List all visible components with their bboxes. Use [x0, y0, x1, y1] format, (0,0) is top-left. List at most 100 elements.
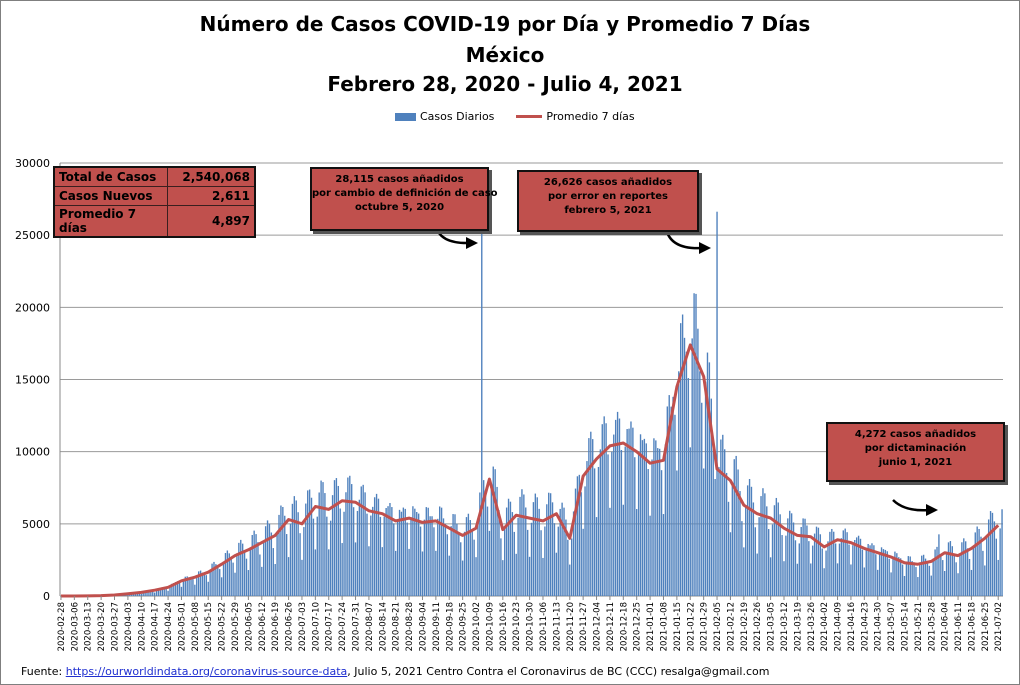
bar-daily-cases: [542, 557, 544, 596]
x-tick-label: 2021-02-26: [753, 602, 763, 651]
source-footer: Fuente: https://ourworldindata.org/coron…: [21, 665, 769, 678]
bar-daily-cases: [205, 575, 208, 596]
bar-daily-cases: [417, 513, 420, 596]
bar-daily-cases: [961, 542, 963, 596]
bar-daily-cases: [521, 489, 523, 596]
x-tick-label: 2020-12-25: [633, 602, 643, 651]
bar-daily-cases: [203, 572, 206, 596]
bar-daily-cases: [178, 582, 181, 596]
bar-daily-cases: [152, 590, 154, 596]
bar-daily-cases: [385, 508, 387, 596]
bar-daily-cases: [352, 507, 355, 596]
bar-daily-cases: [880, 547, 883, 596]
bar-daily-cases: [404, 508, 406, 596]
bar-daily-cases: [435, 550, 437, 596]
bar-daily-cases: [540, 530, 542, 596]
x-tick-label: 2020-10-30: [526, 602, 536, 651]
bar-daily-cases: [142, 592, 144, 596]
footer-prefix: Fuente:: [21, 665, 66, 678]
bar-daily-cases: [957, 573, 959, 596]
bar-daily-cases: [729, 532, 732, 596]
bar-daily-cases: [234, 572, 236, 596]
bar-daily-cases: [884, 549, 887, 596]
y-tick-label: 30000: [15, 157, 50, 170]
bar-daily-cases: [769, 557, 772, 596]
bar-daily-cases: [383, 516, 385, 596]
x-tick-label: 2020-06-19: [271, 602, 281, 651]
bar-daily-cases: [561, 502, 563, 596]
bar-daily-cases: [305, 503, 307, 596]
bar-daily-cases: [567, 539, 569, 596]
x-tick-label: 2020-07-24: [338, 602, 348, 651]
bar-daily-cases: [848, 544, 850, 596]
bar-daily-cases: [873, 545, 875, 596]
bar-daily-cases: [528, 556, 531, 596]
bar-daily-cases: [865, 549, 867, 596]
x-tick-label: 2021-01-01: [646, 602, 656, 651]
bar-daily-cases: [551, 502, 554, 596]
source-link[interactable]: https://ourworldindata.org/coronavirus-s…: [65, 665, 348, 678]
x-tick-label: 2021-07-02: [994, 602, 1004, 651]
x-tick-label: 2020-10-02: [472, 602, 482, 651]
bar-daily-cases: [389, 503, 391, 596]
bar-daily-cases: [351, 484, 353, 596]
bar-daily-cases: [792, 522, 795, 596]
bar-daily-cases: [949, 541, 952, 596]
bar-daily-cases: [578, 474, 581, 596]
bar-daily-cases: [366, 513, 368, 596]
x-tick-label: 2021-03-26: [807, 602, 817, 651]
bar-daily-cases: [391, 507, 393, 596]
bar-daily-cases: [966, 548, 969, 596]
x-tick-label: 2021-01-29: [700, 602, 710, 651]
bar-daily-cases: [192, 579, 194, 596]
bar-daily-cases: [936, 546, 938, 596]
chart-legend: Casos Diarios Promedio 7 días: [395, 110, 635, 123]
x-tick-label: 2021-05-07: [887, 602, 897, 651]
bar-daily-cases: [852, 545, 854, 596]
bar-daily-cases: [1001, 509, 1003, 596]
bar-daily-cases: [609, 507, 611, 596]
bar-daily-cases: [724, 449, 726, 596]
bar-daily-cases: [928, 565, 931, 596]
bar-daily-cases: [534, 493, 537, 596]
bar-daily-cases: [498, 510, 500, 596]
stats-value: 2,611: [167, 186, 256, 206]
bar-daily-cases: [437, 518, 439, 596]
bar-daily-cases: [289, 523, 292, 596]
bar-daily-cases: [953, 554, 955, 596]
bar-daily-cases: [739, 491, 741, 596]
bar-daily-cases: [683, 337, 686, 596]
bar-daily-cases: [368, 546, 370, 596]
bar-daily-cases: [754, 527, 756, 596]
bar-daily-cases: [811, 545, 814, 596]
bar-daily-cases: [519, 496, 521, 596]
bar-daily-cases: [819, 534, 822, 596]
bar-daily-cases: [463, 531, 466, 596]
bar-daily-cases: [513, 531, 515, 596]
bar-daily-cases: [597, 466, 600, 596]
x-tick-label: 2021-06-18: [967, 602, 977, 651]
bar-daily-cases: [241, 543, 244, 596]
y-tick-label: 10000: [15, 446, 50, 459]
bar-daily-cases: [219, 569, 221, 596]
bar-daily-cases: [733, 459, 735, 596]
bar-daily-cases: [328, 549, 330, 596]
bar-daily-cases: [454, 514, 456, 596]
bar-daily-cases: [408, 548, 410, 596]
bar-daily-cases: [869, 545, 871, 596]
y-tick-label: 0: [43, 590, 50, 603]
legend-swatch-line: [516, 115, 543, 118]
bar-daily-cases: [859, 538, 862, 596]
bar-daily-cases: [680, 323, 682, 596]
bar-daily-cases: [243, 550, 246, 596]
bar-daily-cases: [593, 468, 596, 596]
bar-daily-cases: [850, 564, 852, 596]
bar-daily-cases: [911, 561, 913, 596]
bar-daily-cases: [781, 535, 783, 596]
bar-daily-cases: [917, 577, 919, 596]
bar-daily-cases: [261, 566, 263, 596]
bar-daily-cases: [423, 519, 426, 596]
x-tick-label: 2020-05-29: [231, 602, 241, 651]
bar-daily-cases: [284, 515, 286, 596]
stats-row: Casos Nuevos 2,611: [53, 186, 256, 206]
